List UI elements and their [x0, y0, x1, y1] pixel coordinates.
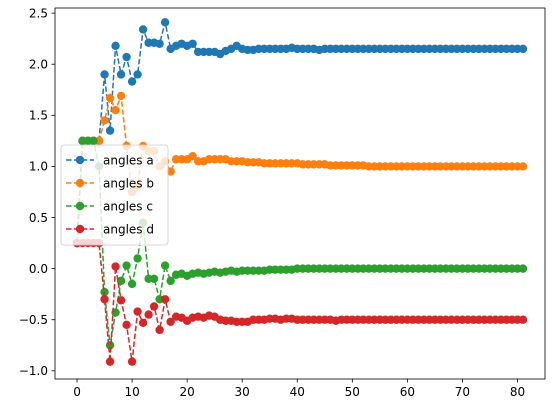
data-point	[105, 357, 115, 366]
legend-entry: angles b	[66, 177, 154, 191]
data-point	[160, 261, 170, 270]
x-tick-label: 20	[179, 385, 194, 399]
data-point	[518, 44, 528, 54]
x-tick-label: 50	[345, 385, 360, 399]
data-point	[111, 262, 120, 271]
data-point	[116, 296, 126, 305]
data-point	[122, 261, 131, 270]
data-point	[105, 341, 115, 350]
data-point	[155, 39, 164, 48]
data-point	[100, 116, 109, 125]
y-tick-label: 2.0	[29, 58, 48, 72]
y-tick-label: −0.5	[19, 313, 48, 327]
data-point	[133, 254, 142, 263]
x-tick-label: 0	[73, 385, 81, 399]
legend-marker	[75, 201, 85, 211]
data-point	[111, 106, 120, 115]
legend-label: angles a	[103, 154, 154, 168]
data-point	[133, 70, 142, 79]
legend-entry: angles c	[66, 200, 153, 214]
legend-marker	[75, 178, 85, 188]
x-tick-label: 60	[400, 385, 415, 399]
data-point	[116, 91, 126, 101]
x-tick-label: 40	[290, 385, 305, 399]
data-point	[122, 320, 131, 330]
data-point	[116, 70, 126, 79]
x-tick-label: 10	[124, 385, 139, 399]
x-tick-label: 70	[455, 385, 470, 399]
data-point	[144, 310, 153, 319]
y-tick-label: 1.0	[29, 160, 48, 174]
x-tick-label: 80	[510, 385, 525, 399]
data-point	[138, 318, 148, 327]
data-point	[518, 162, 528, 171]
legend-marker	[75, 155, 85, 165]
legend: angles a angles b angles c angles d	[60, 144, 169, 246]
y-tick-label: 0.0	[29, 262, 48, 276]
data-point	[149, 274, 159, 284]
data-point	[105, 93, 115, 103]
y-tick-label: 1.5	[29, 109, 48, 123]
legend-box	[60, 144, 169, 246]
x-tick-label: 30	[235, 385, 250, 399]
data-point	[166, 276, 175, 286]
data-point	[155, 325, 164, 335]
data-point	[160, 18, 170, 27]
series-1	[72, 18, 528, 248]
y-tick-label: 2.5	[29, 6, 48, 20]
legend-label: angles b	[103, 177, 154, 191]
data-point	[127, 279, 137, 289]
data-point	[127, 357, 137, 366]
data-point	[166, 317, 175, 326]
data-point	[188, 39, 197, 48]
legend-label: angles c	[103, 200, 153, 214]
data-point	[127, 77, 137, 86]
data-point	[89, 136, 98, 146]
data-point	[166, 167, 175, 176]
axes: 0 10 20 30 40 50 60 70 80 −1.0 −0.5 0.0 0.5 1.0 1.5 2.0…	[19, 6, 546, 399]
data-point	[100, 295, 109, 304]
y-tick-label: 0.5	[29, 211, 48, 225]
legend-entry: angles d	[66, 223, 154, 237]
data-point	[160, 295, 170, 304]
legend-marker	[75, 224, 85, 234]
data-point	[111, 41, 120, 51]
data-point	[518, 315, 528, 324]
legend-entry: angles a	[66, 154, 154, 168]
data-point	[149, 302, 159, 311]
data-point	[122, 52, 131, 62]
y-tick-label: −1.0	[19, 364, 48, 378]
legend-label: angles d	[103, 223, 154, 237]
data-point	[138, 25, 148, 34]
data-point	[105, 126, 115, 135]
data-point	[100, 70, 109, 79]
data-point	[133, 307, 142, 316]
data-point	[188, 152, 197, 161]
data-point	[518, 264, 528, 273]
axes-frame	[54, 7, 546, 380]
